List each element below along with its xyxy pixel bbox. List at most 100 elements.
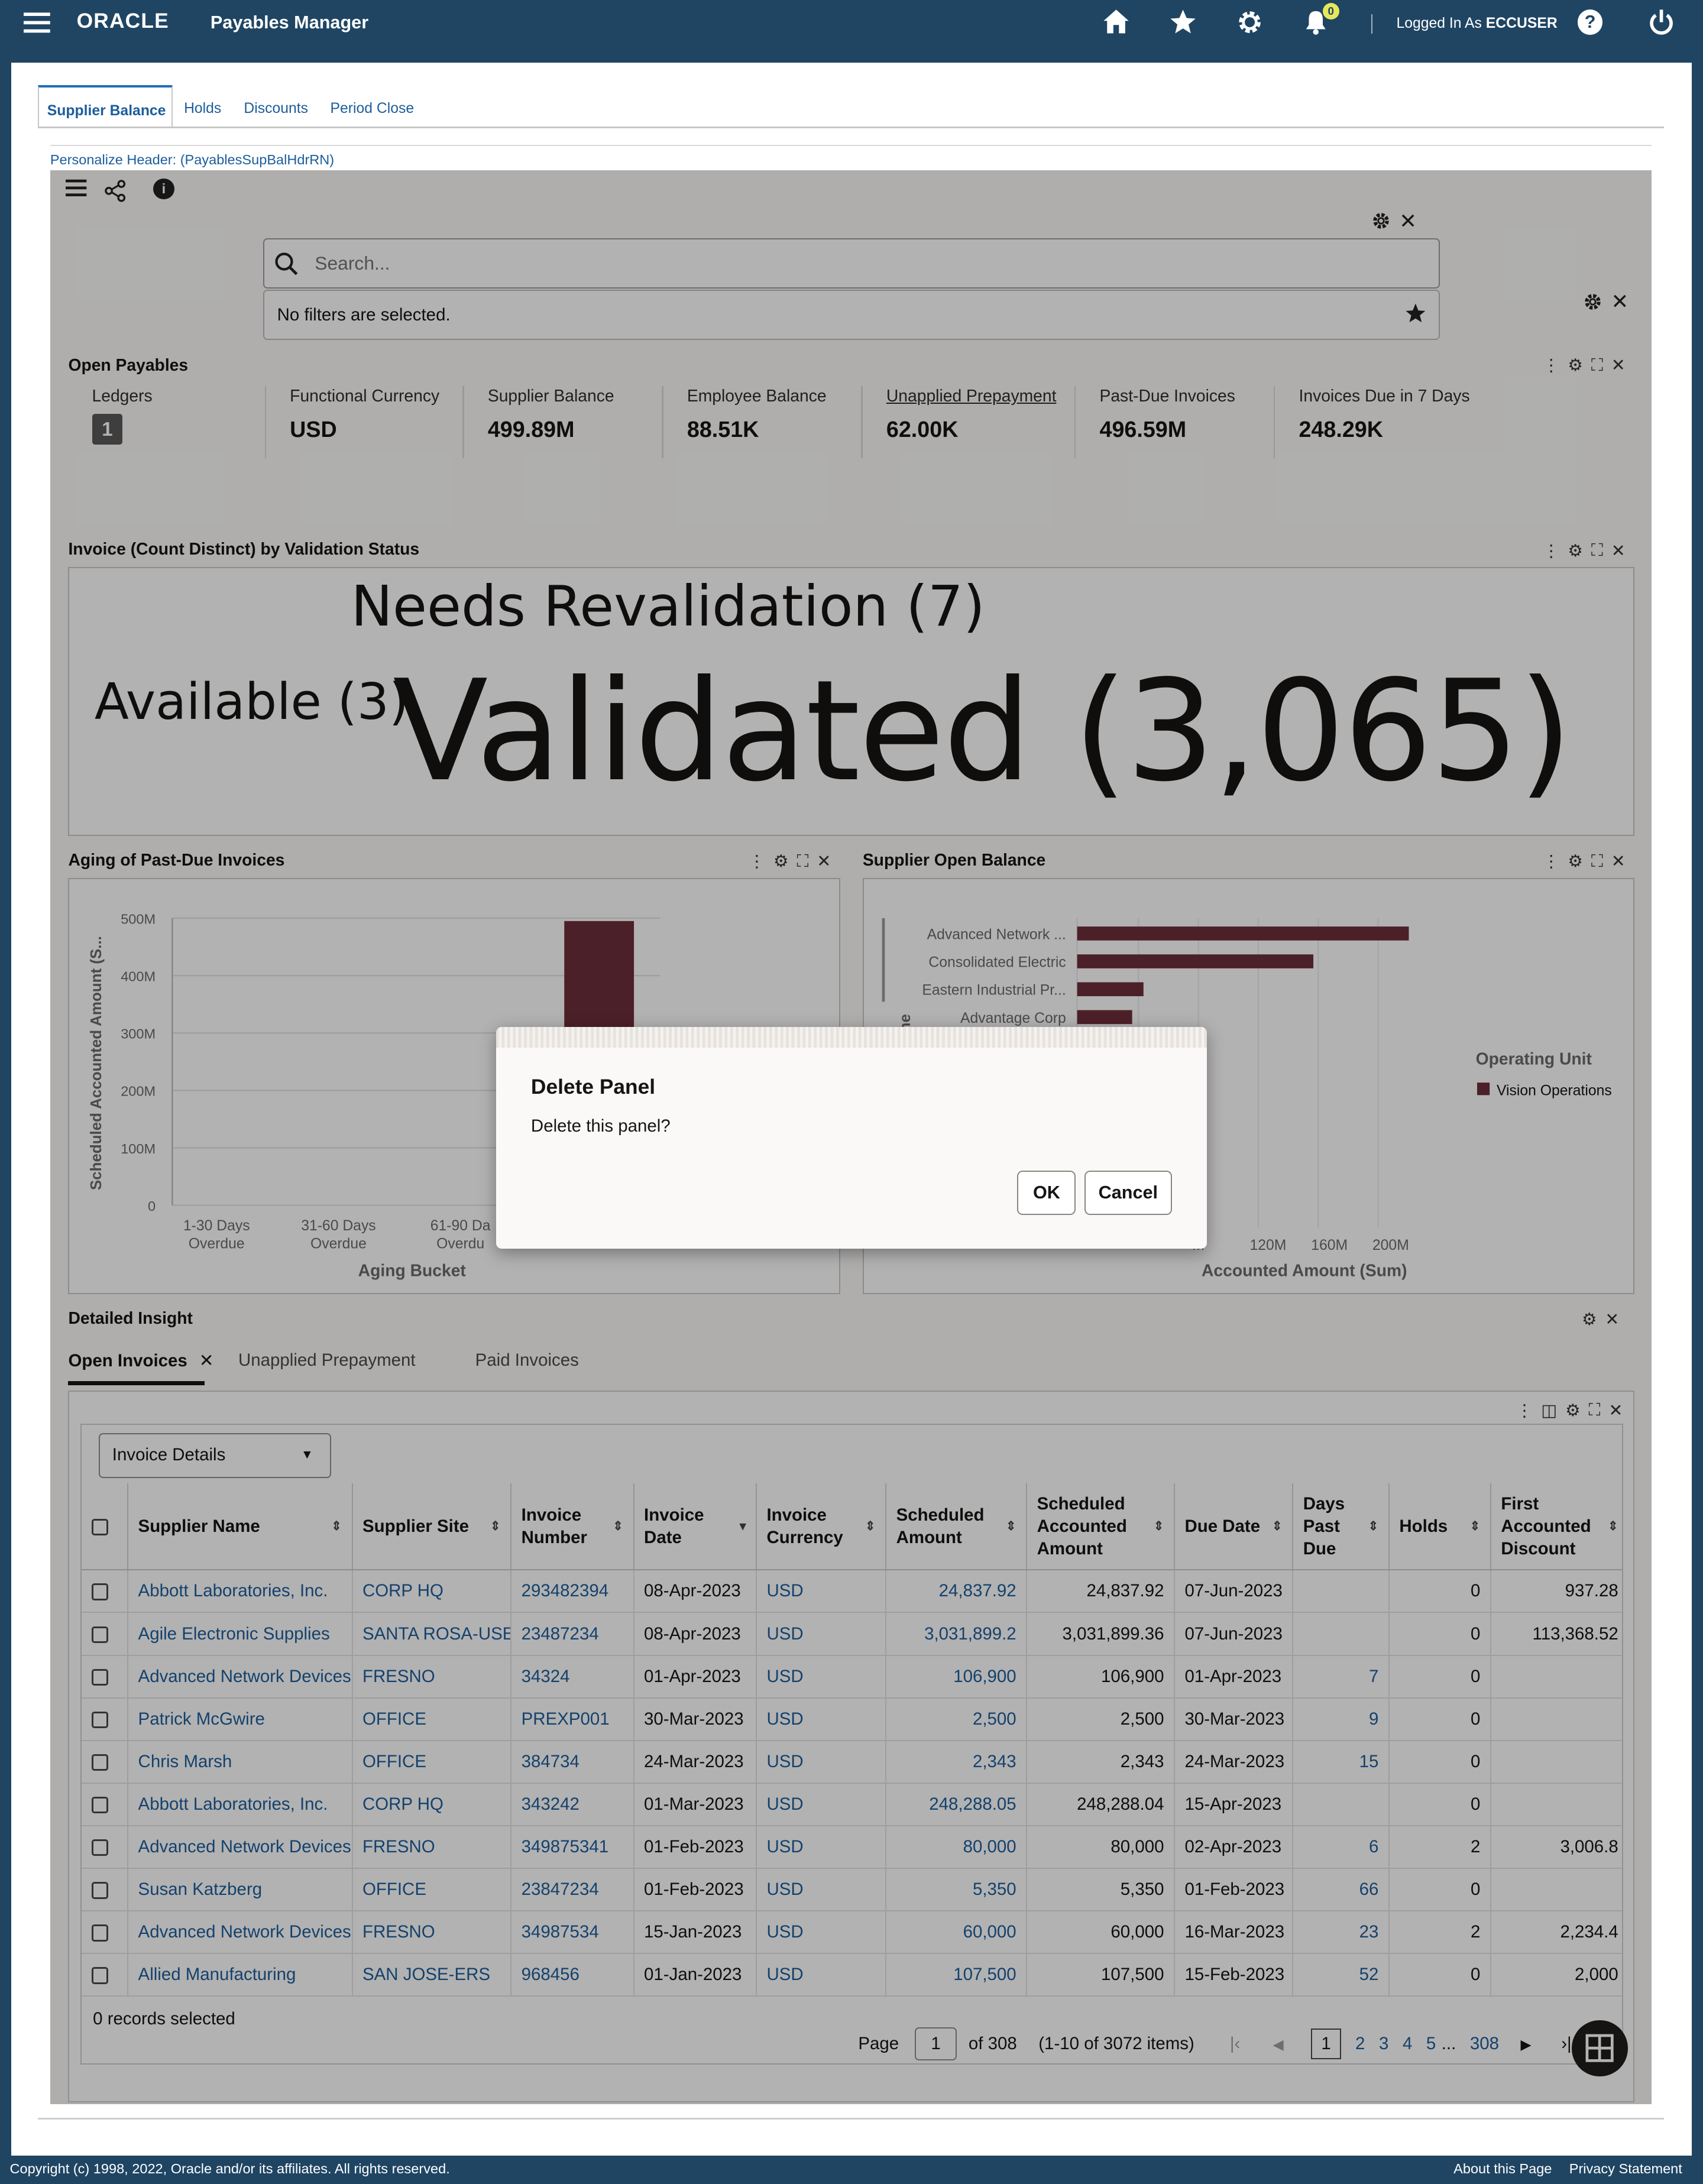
table-cell[interactable]: 34324	[511, 1655, 634, 1699]
panel-settings-gear-icon[interactable]: ⚙	[1565, 1400, 1581, 1420]
tab-discounts[interactable]: Discounts	[244, 100, 309, 116]
sort-icon[interactable]: ⇕	[1607, 1519, 1618, 1533]
sort-icon[interactable]: ⇕	[1368, 1519, 1379, 1533]
sort-icon[interactable]: ⇕	[490, 1519, 501, 1533]
search-input[interactable]	[315, 249, 1402, 277]
tab-supplier-balance[interactable]: Supplier Balance	[37, 85, 173, 128]
table-row[interactable]: Abbott Laboratories, Inc. CORP HQ 343242 01…	[82, 1783, 1623, 1827]
table-cell[interactable]: 24,837.92	[886, 1570, 1028, 1613]
sort-icon[interactable]: ⇕	[865, 1519, 876, 1533]
close-panel-icon[interactable]: ✕	[1611, 355, 1626, 375]
row-checkbox[interactable]	[91, 1967, 109, 1984]
kpi-unapplied-prepayment[interactable]: Unapplied Prepayment 62.00K	[886, 386, 1057, 459]
table-cell[interactable]: USD	[756, 1697, 887, 1741]
column-header[interactable]: First Accounted Discount ⇕	[1490, 1483, 1623, 1571]
maximize-icon[interactable]: ⛶	[1591, 540, 1603, 560]
row-checkbox[interactable]	[91, 1626, 109, 1643]
subtab-unapplied-prepayment[interactable]: Unapplied Prepayment	[238, 1350, 416, 1370]
table-row[interactable]: Susan Katzberg OFFICE 23847234 01-Feb-2023 U…	[82, 1868, 1623, 1912]
cancel-button[interactable]: Cancel	[1084, 1170, 1173, 1216]
table-cell[interactable]: FRESNO	[352, 1655, 512, 1699]
next-page-icon[interactable]: ▶	[1520, 2036, 1532, 2052]
column-header[interactable]: Days Past Due ⇕	[1293, 1483, 1390, 1571]
home-icon[interactable]	[1102, 8, 1130, 40]
panel-settings-gear-icon[interactable]: ⚙	[1568, 355, 1583, 375]
more-actions-icon[interactable]: ⋮	[1542, 851, 1560, 871]
table-row[interactable]: Advanced Network Devices FRESNO 349875341 0…	[82, 1826, 1623, 1869]
table-cell[interactable]: 60,000	[886, 1911, 1028, 1955]
column-header[interactable]: Invoice Number ⇕	[511, 1483, 634, 1571]
row-checkbox[interactable]	[91, 1583, 109, 1600]
sort-icon[interactable]: ⇕	[1469, 1519, 1481, 1533]
tag-validated[interactable]: Validated (3,065)	[393, 649, 1572, 812]
page-number-link[interactable]: 308	[1469, 2033, 1499, 2053]
table-cell[interactable]: 52	[1293, 1953, 1390, 1997]
table-cell[interactable]	[1293, 1783, 1390, 1827]
table-cell[interactable]: USD	[756, 1953, 887, 1997]
help-icon[interactable]: ?	[1577, 9, 1603, 35]
sign-out-power-icon[interactable]	[1647, 8, 1675, 41]
row-checkbox[interactable]	[91, 1924, 109, 1942]
maximize-icon[interactable]: ⛶	[1588, 1400, 1601, 1420]
table-cell[interactable]: 2,343	[886, 1740, 1028, 1784]
privacy-statement-link[interactable]: Privacy Statement	[1569, 2161, 1682, 2177]
search-close-icon[interactable]: ✕	[1611, 290, 1629, 314]
notifications-bell-icon[interactable]	[1303, 8, 1328, 41]
table-row[interactable]: Agile Electronic Supplies SANTA ROSA-USE 2…	[82, 1612, 1623, 1656]
table-cell[interactable]: 5,350	[886, 1868, 1028, 1912]
column-header[interactable]: Invoice Date ▾	[633, 1483, 757, 1571]
settings-gear-icon[interactable]	[1236, 8, 1264, 41]
table-cell[interactable]: Abbott Laboratories, Inc.	[128, 1783, 353, 1827]
page-number-link[interactable]: 4	[1402, 2033, 1413, 2053]
filter-close-icon[interactable]: ✕	[1399, 209, 1417, 233]
subtab-open-invoices[interactable]: Open Invoices ✕	[68, 1350, 213, 1371]
close-tab-icon[interactable]: ✕	[199, 1350, 214, 1370]
panel-settings-gear-icon[interactable]: ⚙	[1568, 540, 1583, 560]
table-cell[interactable]: SAN JOSE-ERS	[352, 1953, 512, 1997]
panel-settings-gear-icon[interactable]: ⚙	[1568, 851, 1583, 871]
close-panel-icon[interactable]: ✕	[1611, 851, 1626, 871]
table-cell[interactable]: 23847234	[511, 1868, 634, 1912]
page-number-link[interactable]: 1	[1310, 2028, 1342, 2059]
sort-icon[interactable]: ⇕	[1005, 1519, 1016, 1533]
row-checkbox[interactable]	[91, 1668, 109, 1686]
table-cell[interactable]: USD	[756, 1783, 887, 1827]
sort-icon[interactable]: ⇕	[331, 1519, 342, 1533]
page-number-link[interactable]: 5	[1426, 2033, 1436, 2053]
tab-period-close[interactable]: Period Close	[330, 100, 415, 116]
maximize-icon[interactable]: ⛶	[797, 851, 809, 870]
dialog-drag-handle[interactable]	[496, 1026, 1207, 1048]
table-cell[interactable]: FRESNO	[352, 1826, 512, 1869]
close-panel-icon[interactable]: ✕	[817, 851, 831, 871]
select-all-checkbox[interactable]	[91, 1519, 109, 1536]
table-cell[interactable]: OFFICE	[352, 1868, 512, 1912]
table-cell[interactable]: 80,000	[886, 1826, 1028, 1869]
table-cell[interactable]: USD	[756, 1570, 887, 1613]
close-panel-icon[interactable]: ✕	[1608, 1400, 1623, 1420]
kpi-employee-balance[interactable]: Employee Balance 88.51K	[687, 386, 827, 459]
table-row[interactable]: Patrick McGwire OFFICE PREXP001 30-Mar-2023…	[82, 1697, 1623, 1741]
table-cell[interactable]: 349875341	[511, 1826, 634, 1869]
search-box[interactable]	[263, 238, 1440, 289]
ledgers-kpi[interactable]: Ledgers 1	[92, 386, 153, 459]
menu-icon[interactable]	[24, 11, 51, 39]
column-header[interactable]: Scheduled Amount ⇕	[886, 1483, 1028, 1571]
row-checkbox[interactable]	[91, 1797, 109, 1814]
about-page-link[interactable]: About this Page	[1453, 2161, 1552, 2177]
kpi-invoices-due-7-days[interactable]: Invoices Due in 7 Days 248.29K	[1299, 386, 1470, 459]
column-header[interactable]: Invoice Currency ⇕	[756, 1483, 887, 1571]
table-cell[interactable]: 3,031,899.2	[886, 1612, 1028, 1656]
page-number-input[interactable]: 1	[915, 2027, 957, 2061]
table-cell[interactable]: OFFICE	[352, 1697, 512, 1741]
table-cell[interactable]: 2,500	[886, 1697, 1028, 1741]
column-header[interactable]: Supplier Name ⇕	[128, 1483, 353, 1571]
maximize-icon[interactable]: ⛶	[1591, 851, 1603, 870]
table-cell[interactable]: USD	[756, 1868, 887, 1912]
table-cell[interactable]: 23487234	[511, 1612, 634, 1656]
table-cell[interactable]	[1293, 1612, 1390, 1656]
table-cell[interactable]: 248,288.05	[886, 1783, 1028, 1827]
table-cell[interactable]: USD	[756, 1612, 887, 1656]
table-row[interactable]: Abbott Laboratories, Inc. CORP HQ 29348239…	[82, 1570, 1623, 1613]
row-checkbox[interactable]	[91, 1839, 109, 1856]
favorites-star-icon[interactable]	[1169, 8, 1197, 40]
